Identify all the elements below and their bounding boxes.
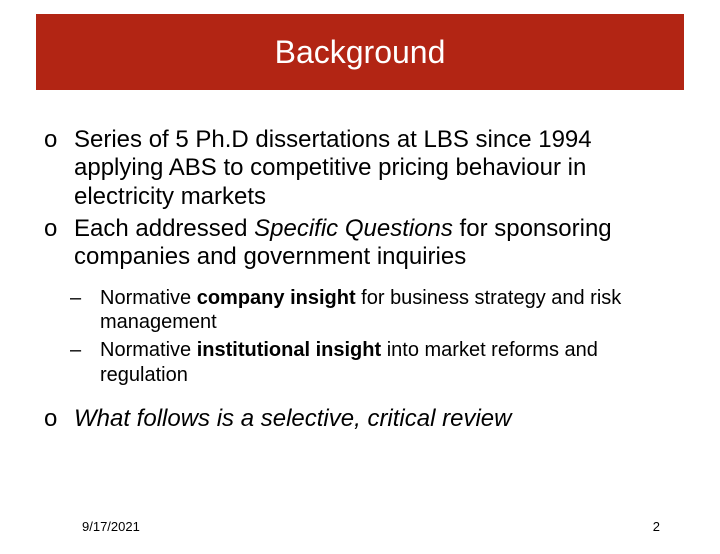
title-bar: Background [36,14,684,90]
slide-footer: 9/17/2021 2 [0,519,720,534]
list-item: Each addressed Specific Questions for sp… [44,215,676,272]
footer-date: 9/17/2021 [82,519,140,534]
bullet-list-l1: Series of 5 Ph.D dissertations at LBS si… [44,126,676,433]
text-run: institutional insight [197,339,381,361]
title-inner: Background [36,14,684,90]
list-item: Normative institutional insight into mar… [52,338,676,387]
text-run: What follows is a selective, critical re… [74,405,511,432]
text-run: Normative [100,339,197,361]
list-item: Series of 5 Ph.D dissertations at LBS si… [44,126,676,211]
list-item: Normative company insight for business s… [52,286,676,335]
footer-page: 2 [653,519,660,534]
list-item: What follows is a selective, critical re… [44,405,676,433]
bullet-list-l2: Normative company insight for business s… [44,286,676,388]
slide-content: Series of 5 Ph.D dissertations at LBS si… [0,90,720,433]
text-run: Specific Questions [254,215,453,242]
slide-title: Background [275,34,446,71]
text-run: Each addressed [74,215,254,242]
text-run: Normative [100,287,197,309]
text-run: company insight [197,287,356,309]
text-run: Series of 5 Ph.D dissertations at LBS si… [74,126,592,210]
